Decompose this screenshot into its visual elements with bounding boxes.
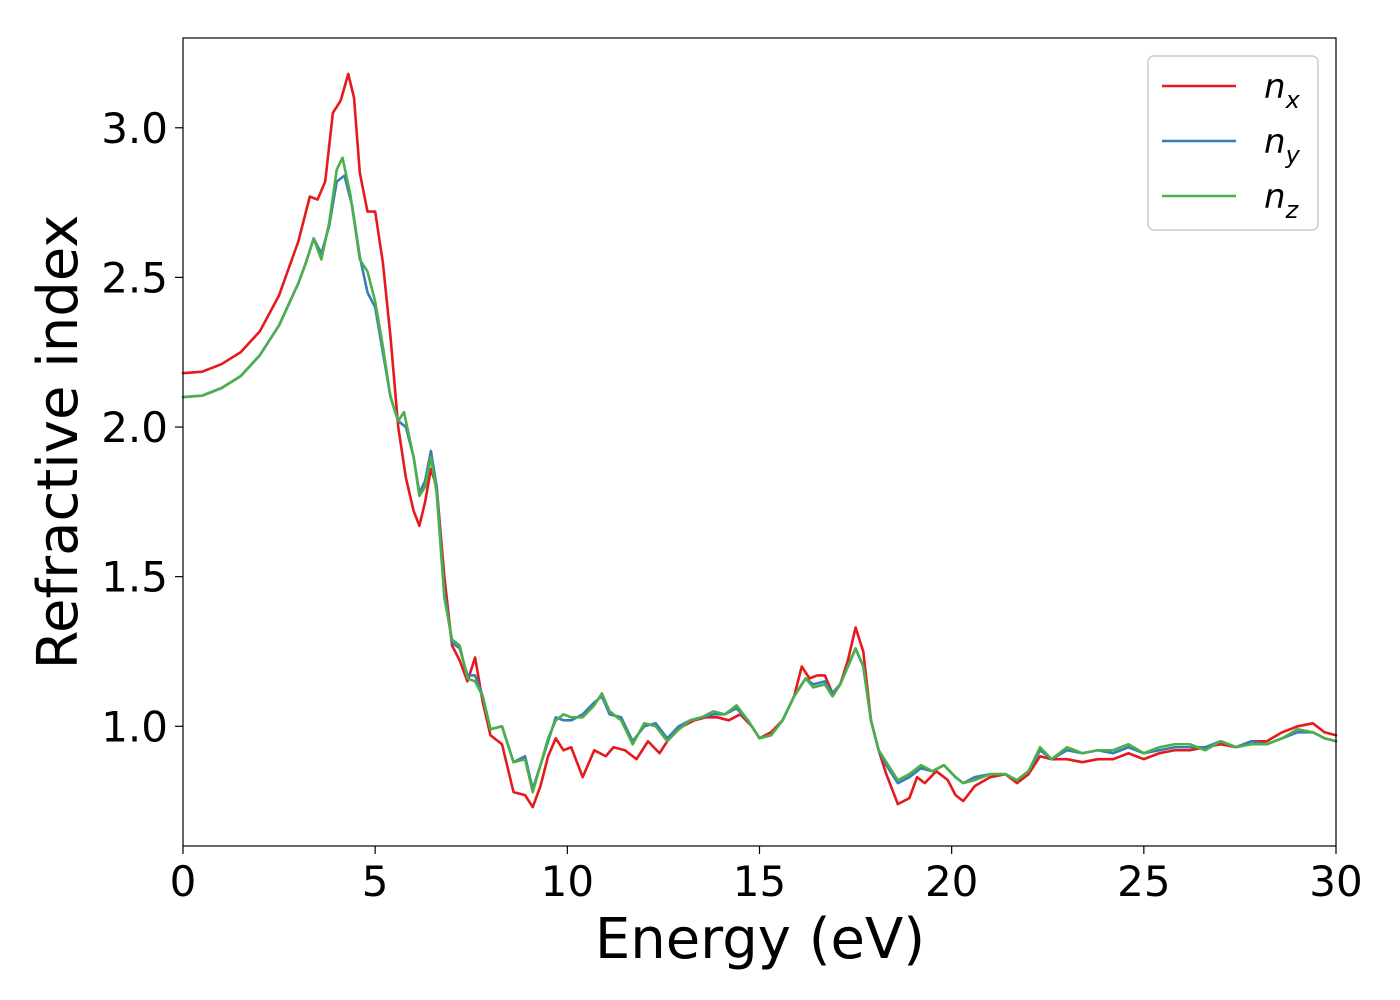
legend-label-n-x: nx: [1264, 67, 1301, 114]
y-tick-label: 2.0: [101, 403, 168, 452]
legend-label-n-y: ny: [1264, 122, 1301, 169]
legend-box: [1147, 55, 1319, 231]
x-axis-label: Energy (eV): [595, 907, 925, 972]
x-tick-label: 5: [362, 857, 389, 906]
x-tick-label: 25: [1117, 857, 1170, 906]
y-tick-label: 1.5: [101, 553, 168, 602]
plot-area: [181, 72, 1338, 809]
legend-label-subscript: z: [1285, 196, 1300, 224]
x-tick-label: 20: [925, 857, 978, 906]
legend-label-base: n: [1264, 67, 1286, 107]
legend-label-n-z: nz: [1264, 177, 1300, 224]
x-tick-label: 30: [1309, 857, 1362, 906]
y-axis: 1.0 1.5 2.0 2.5 3.0: [101, 104, 183, 751]
y-tick-label: 3.0: [101, 104, 168, 153]
x-tick-label: 10: [541, 857, 594, 906]
y-tick-label: 1.0: [101, 702, 168, 751]
y-axis-label: Refractive index: [26, 215, 91, 670]
legend-label-subscript: x: [1285, 86, 1301, 114]
series-line-n-x: [181, 72, 1338, 809]
legend-label-base: n: [1264, 177, 1286, 217]
x-tick-label: 15: [733, 857, 786, 906]
x-axis: 0 5 10 15 20 25 30: [170, 846, 1363, 906]
x-tick-label: 0: [170, 857, 197, 906]
legend-label-subscript: y: [1285, 141, 1301, 169]
legend-label-base: n: [1264, 122, 1286, 162]
series-line-n-y: [181, 174, 1338, 791]
y-tick-label: 2.5: [101, 253, 168, 302]
series-line-n-z: [181, 156, 1338, 794]
